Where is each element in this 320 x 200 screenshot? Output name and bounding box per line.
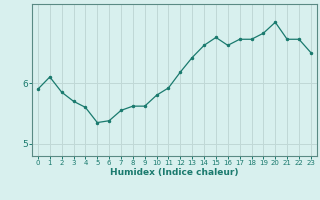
- X-axis label: Humidex (Indice chaleur): Humidex (Indice chaleur): [110, 168, 239, 177]
